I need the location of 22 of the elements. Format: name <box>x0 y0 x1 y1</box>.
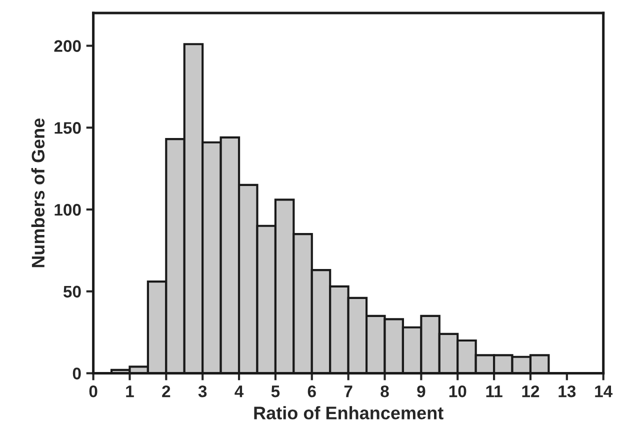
y-tick-label: 0 <box>72 368 81 380</box>
y-tick-label: 50 <box>63 286 81 298</box>
x-tick-label: 4 <box>234 386 244 398</box>
x-tick-label: 6 <box>308 385 316 398</box>
x-tick-label: 11 <box>486 386 502 398</box>
y-axis-title: Numbers of Gene <box>31 118 45 268</box>
x-tick-label: 14 <box>595 386 613 398</box>
x-axis-title: Ratio of Enhancement <box>254 406 444 420</box>
x-tick-label: 12 <box>522 385 540 398</box>
x-tick-label: 2 <box>162 385 170 398</box>
x-tick-label: 5 <box>271 386 280 398</box>
y-tick-label: 100 <box>54 204 81 216</box>
x-tick-label: 9 <box>417 385 426 398</box>
x-tick-label: 13 <box>558 385 576 398</box>
x-tick-label: 3 <box>198 385 207 398</box>
x-tick-label: 8 <box>380 385 389 398</box>
x-tick-label: 1 <box>126 386 134 398</box>
x-tick-label: 10 <box>449 385 466 398</box>
x-tick-label: 0 <box>89 385 98 398</box>
y-tick-label: 150 <box>54 122 81 134</box>
y-tick-label: 200 <box>54 40 81 52</box>
x-tick-label: 7 <box>344 386 352 398</box>
